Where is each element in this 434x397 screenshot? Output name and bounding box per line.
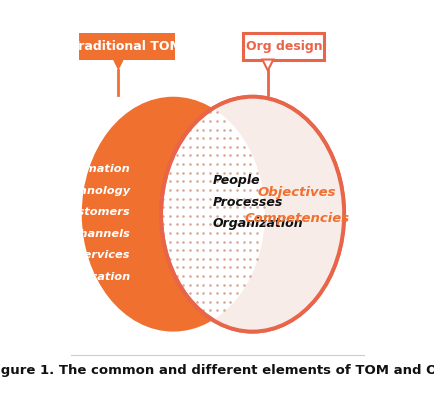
FancyBboxPatch shape [79, 33, 174, 60]
Text: Products/services: Products/services [17, 250, 130, 260]
Text: Traditional TOM: Traditional TOM [71, 40, 182, 53]
Text: Figure 1. The common and different elements of TOM and OD: Figure 1. The common and different eleme… [0, 364, 434, 377]
Text: People: People [212, 174, 260, 187]
Polygon shape [212, 97, 343, 331]
Polygon shape [212, 97, 343, 331]
Polygon shape [262, 60, 273, 71]
Text: Organization: Organization [212, 218, 303, 230]
Text: Technology: Technology [58, 186, 130, 196]
Text: Information: Information [55, 164, 130, 174]
Text: Physical location: Physical location [22, 272, 130, 282]
Text: Processes: Processes [212, 196, 283, 209]
Text: Channels: Channels [72, 229, 130, 239]
FancyBboxPatch shape [243, 33, 323, 60]
Text: Objectives: Objectives [257, 186, 335, 199]
Text: Org design: Org design [245, 40, 322, 53]
Circle shape [82, 97, 264, 331]
Circle shape [161, 97, 343, 331]
Text: Competencies: Competencies [244, 212, 349, 225]
Text: Customers: Customers [62, 207, 130, 217]
Polygon shape [112, 60, 124, 71]
